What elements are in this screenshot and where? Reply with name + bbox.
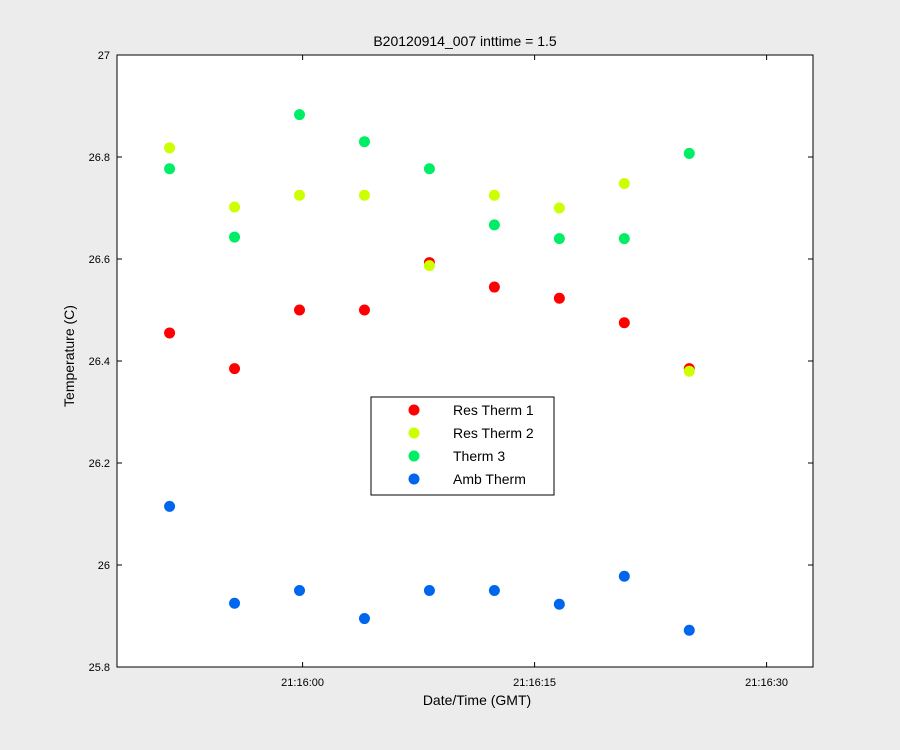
data-point-therm-3 xyxy=(618,233,630,245)
y-tick-label: 25.8 xyxy=(89,662,110,674)
data-point-res-therm-1 xyxy=(294,304,306,316)
data-point-therm-3 xyxy=(488,219,500,231)
data-point-amb-therm xyxy=(423,585,435,596)
series-amb-therm xyxy=(164,500,695,636)
legend-label-therm-3: Therm 3 xyxy=(453,448,505,464)
data-point-res-therm-1 xyxy=(229,363,241,375)
legend-label-res-therm-1: Res Therm 1 xyxy=(453,402,534,418)
chart-title: B20120914_007 inttime = 1.5 xyxy=(373,33,557,49)
data-point-therm-3 xyxy=(294,109,306,121)
data-point-res-therm-2 xyxy=(488,189,500,201)
data-point-res-therm-2 xyxy=(358,189,370,201)
data-point-res-therm-1 xyxy=(164,327,176,339)
data-point-res-therm-1 xyxy=(618,317,630,329)
data-point-res-therm-1 xyxy=(553,292,565,304)
data-point-therm-3 xyxy=(683,147,695,159)
legend-label-res-therm-2: Res Therm 2 xyxy=(453,425,534,441)
data-point-res-therm-2 xyxy=(423,260,435,272)
data-point-amb-therm xyxy=(164,500,176,512)
y-tick-label: 26.6 xyxy=(89,254,110,266)
legend-marker-therm-3 xyxy=(408,450,420,462)
data-point-res-therm-2 xyxy=(164,142,176,154)
legend-box xyxy=(370,396,555,496)
data-markers xyxy=(164,109,695,636)
data-point-res-therm-1 xyxy=(358,304,370,316)
data-point-therm-3 xyxy=(358,136,370,148)
legend-marker-res-therm-1 xyxy=(408,404,420,416)
data-point-amb-therm xyxy=(358,613,370,625)
x-tick-label: 21:16:30 xyxy=(745,677,788,689)
legend: Res Therm 1 Res Therm 2 Therm 3 Amb Therm xyxy=(370,396,555,496)
data-point-res-therm-2 xyxy=(683,365,695,377)
x-axis-label: Date/Time (GMT) xyxy=(423,692,531,708)
y-tick-label: 26.4 xyxy=(89,356,110,368)
data-point-res-therm-2 xyxy=(553,202,565,214)
y-axis-ticks: 25.8 26 26.2 26.4 26.6 26.8 27 xyxy=(89,50,813,674)
data-point-res-therm-2 xyxy=(229,201,241,213)
data-point-amb-therm xyxy=(553,598,565,610)
data-point-amb-therm xyxy=(618,570,630,582)
y-tick-label: 27 xyxy=(98,50,110,62)
data-point-res-therm-2 xyxy=(294,189,306,201)
data-point-therm-3 xyxy=(553,233,565,245)
data-point-res-therm-2 xyxy=(618,178,630,190)
series-res-therm-2 xyxy=(164,142,695,377)
data-point-therm-3 xyxy=(229,231,241,243)
legend-label-amb-therm: Amb Therm xyxy=(453,471,526,487)
data-point-amb-therm xyxy=(229,597,241,609)
data-point-therm-3 xyxy=(423,163,435,175)
x-axis-ticks: 21:16:00 21:16:15 21:16:30 xyxy=(281,55,788,689)
data-point-therm-3 xyxy=(164,163,176,175)
data-point-amb-therm xyxy=(488,585,500,596)
data-point-res-therm-1 xyxy=(488,281,500,293)
y-tick-label: 26 xyxy=(98,560,110,572)
series-therm-3 xyxy=(164,109,695,245)
plot-area xyxy=(116,54,814,668)
x-tick-label: 21:16:00 xyxy=(281,677,324,689)
legend-marker-amb-therm xyxy=(408,473,420,485)
data-point-amb-therm xyxy=(683,624,695,636)
y-tick-label: 26.8 xyxy=(89,152,110,164)
legend-marker-res-therm-2 xyxy=(408,427,420,439)
y-axis-label: Temperature (C) xyxy=(61,305,77,407)
data-point-amb-therm xyxy=(294,585,306,596)
x-tick-label: 21:16:15 xyxy=(513,677,556,689)
y-tick-label: 26.2 xyxy=(89,458,110,470)
